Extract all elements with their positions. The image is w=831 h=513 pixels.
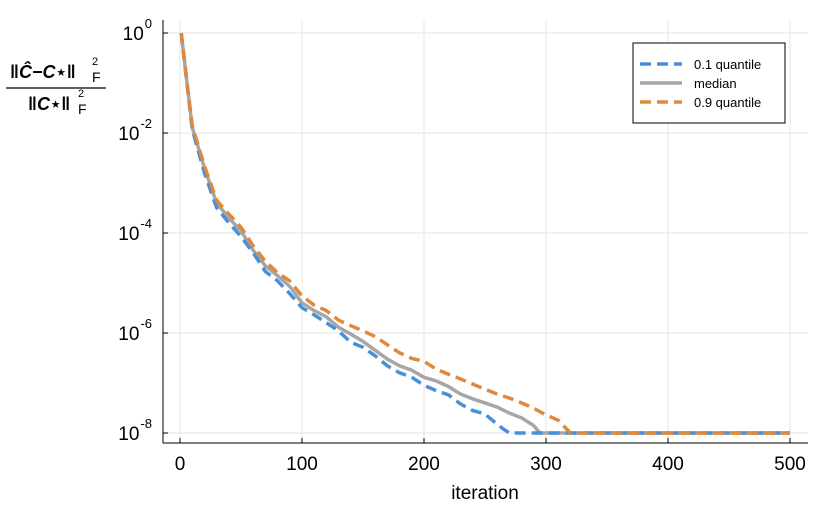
y-tick-label: -410 xyxy=(118,216,152,245)
x-tick-label: 300 xyxy=(530,454,562,475)
y-tick-base: 10 xyxy=(118,224,139,245)
y-tick-exponent: -6 xyxy=(140,316,152,331)
y-tick-base: 10 xyxy=(123,24,144,45)
x-tick-label: 100 xyxy=(286,454,318,475)
y-tick-exponent: -2 xyxy=(140,116,152,131)
y-tick-label: 010 xyxy=(123,16,152,45)
x-tick-label: 0 xyxy=(175,454,186,475)
x-axis-label: iteration xyxy=(451,483,519,504)
y-tick-label: -610 xyxy=(118,316,152,345)
y-tick-base: 10 xyxy=(118,124,139,145)
y-label-denominator-subscript: F xyxy=(78,101,87,117)
y-tick-exponent: -4 xyxy=(140,216,152,231)
y-axis-label: ‖Ĉ−C⋆‖ 2 F ‖C⋆‖ 2 F xyxy=(6,56,106,117)
y-ticks: 010-210-410-610-810 xyxy=(118,16,168,445)
legend-label: 0.9 quantile xyxy=(694,95,761,110)
y-label-numerator-superscript: 2 xyxy=(92,56,98,68)
y-tick-exponent: 0 xyxy=(145,16,152,31)
x-tick-label: 400 xyxy=(652,454,684,475)
y-tick-exponent: -8 xyxy=(140,416,152,431)
legend: 0.1 quantile median 0.9 quantile xyxy=(632,42,786,124)
x-tick-label: 500 xyxy=(774,454,806,475)
series-layer xyxy=(179,32,790,435)
axes xyxy=(162,20,808,444)
series-line-0-9-quantile xyxy=(179,32,790,435)
series-line-0-1-quantile xyxy=(179,32,790,435)
x-ticks: 0 100 200 300 400 500 xyxy=(175,438,806,475)
y-tick-base: 10 xyxy=(118,424,139,445)
y-label-numerator-subscript: F xyxy=(92,69,101,85)
y-label-numerator: ‖Ĉ−C⋆‖ xyxy=(10,61,76,82)
series-line-median xyxy=(179,32,790,435)
y-tick-label: -810 xyxy=(118,416,152,445)
legend-label: median xyxy=(694,76,737,91)
y-tick-base: 10 xyxy=(118,324,139,345)
y-tick-label: -210 xyxy=(118,116,152,145)
legend-items: 0.1 quantile median 0.9 quantile xyxy=(640,57,761,110)
y-label-denominator-superscript: 2 xyxy=(78,88,84,100)
legend-label: 0.1 quantile xyxy=(694,57,761,72)
y-label-denominator: ‖C⋆‖ xyxy=(28,94,70,114)
x-tick-label: 200 xyxy=(408,454,440,475)
